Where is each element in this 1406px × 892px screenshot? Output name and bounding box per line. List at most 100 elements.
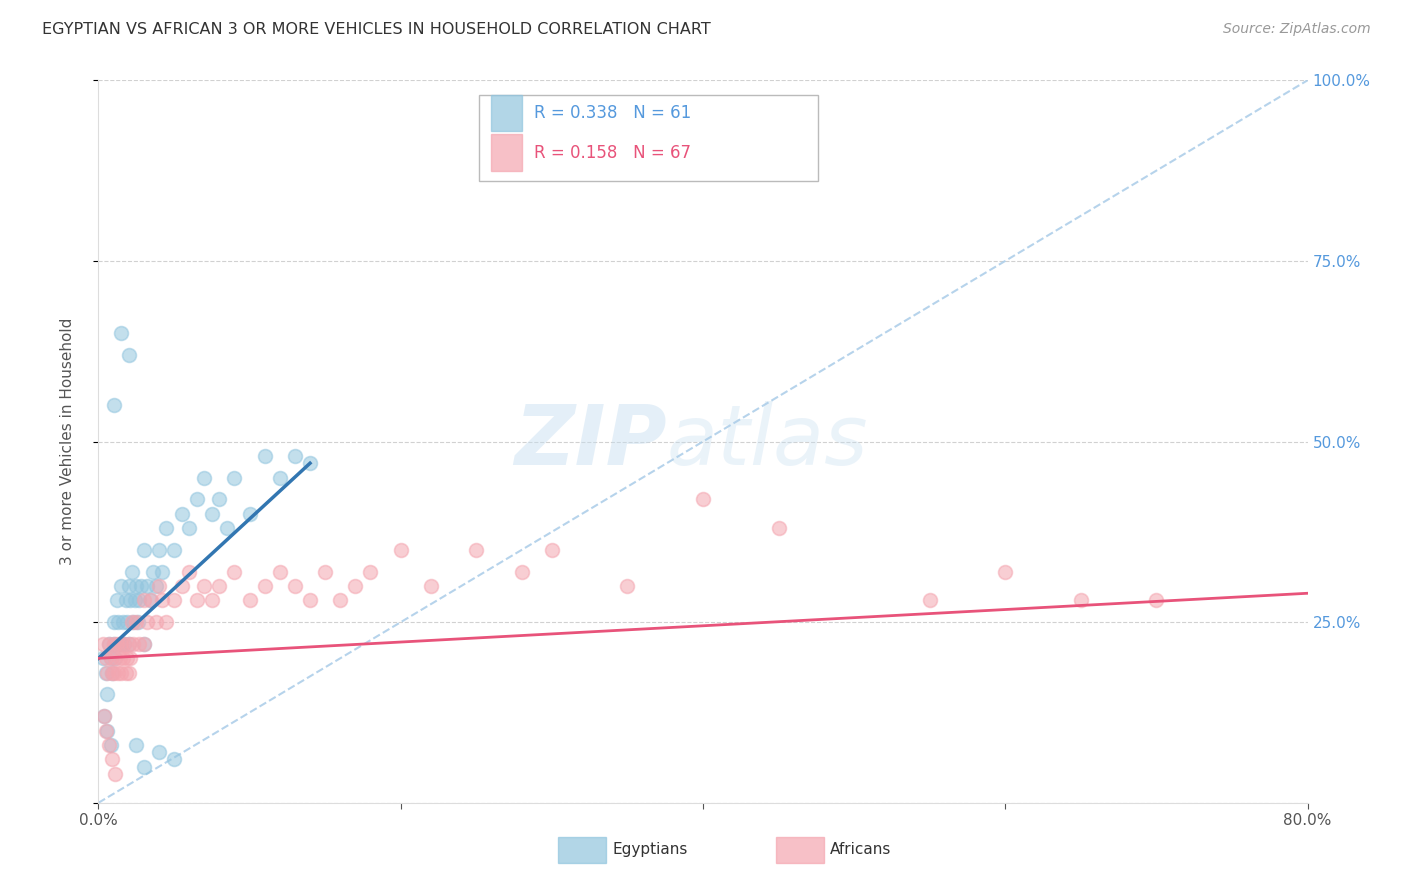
Point: [110, 637, 132, 651]
Point: [100, 651, 122, 665]
Point: [129, 579, 152, 593]
Point: [616, 579, 638, 593]
Point: [108, 651, 131, 665]
Point: [132, 760, 155, 774]
Point: [179, 565, 201, 579]
Point: [96, 687, 118, 701]
Point: [299, 593, 322, 607]
Point: [918, 593, 941, 607]
Point: [329, 593, 352, 607]
FancyBboxPatch shape: [492, 95, 522, 131]
Point: [118, 348, 141, 362]
Point: [163, 542, 186, 557]
Point: [224, 565, 246, 579]
Point: [994, 565, 1017, 579]
Text: Africans: Africans: [830, 842, 891, 857]
Point: [239, 593, 262, 607]
FancyBboxPatch shape: [776, 837, 824, 863]
Point: [269, 471, 291, 485]
Point: [96, 665, 118, 680]
Point: [148, 745, 170, 759]
Point: [122, 615, 145, 630]
Point: [239, 507, 262, 521]
Point: [253, 579, 276, 593]
Text: Egyptians: Egyptians: [613, 842, 688, 857]
Point: [215, 521, 238, 535]
Point: [692, 492, 714, 507]
Point: [93, 709, 115, 723]
Point: [208, 492, 231, 507]
Point: [105, 637, 128, 651]
Point: [118, 579, 141, 593]
Point: [360, 565, 382, 579]
Point: [107, 615, 129, 630]
Point: [103, 615, 125, 630]
Point: [112, 637, 135, 651]
Point: [115, 615, 138, 630]
Point: [101, 752, 124, 766]
Point: [111, 651, 134, 665]
Point: [768, 521, 790, 535]
Point: [193, 579, 215, 593]
Point: [98, 637, 121, 651]
Point: [94, 651, 117, 665]
Point: [1070, 593, 1092, 607]
Point: [253, 449, 276, 463]
Point: [110, 579, 132, 593]
Point: [103, 398, 125, 412]
Text: R = 0.338   N = 61: R = 0.338 N = 61: [534, 103, 690, 122]
Point: [540, 542, 562, 557]
Point: [128, 593, 150, 607]
Point: [112, 637, 135, 651]
Text: EGYPTIAN VS AFRICAN 3 OR MORE VEHICLES IN HOUSEHOLD CORRELATION CHART: EGYPTIAN VS AFRICAN 3 OR MORE VEHICLES I…: [42, 22, 711, 37]
Point: [121, 615, 143, 630]
Point: [163, 752, 186, 766]
Point: [284, 449, 307, 463]
Point: [125, 579, 148, 593]
Point: [155, 521, 177, 535]
Point: [98, 738, 121, 752]
Point: [510, 565, 533, 579]
Text: R = 0.158   N = 67: R = 0.158 N = 67: [534, 144, 690, 161]
Point: [224, 471, 246, 485]
FancyBboxPatch shape: [479, 95, 818, 181]
Point: [124, 593, 146, 607]
Point: [170, 507, 193, 521]
Point: [118, 637, 141, 651]
Point: [132, 542, 155, 557]
Point: [284, 579, 307, 593]
Point: [150, 565, 173, 579]
Point: [114, 593, 136, 607]
Text: Source: ZipAtlas.com: Source: ZipAtlas.com: [1223, 22, 1371, 37]
Point: [101, 665, 124, 680]
Point: [91, 651, 114, 665]
Point: [142, 565, 165, 579]
FancyBboxPatch shape: [558, 837, 606, 863]
Point: [108, 637, 131, 651]
Point: [115, 651, 138, 665]
Point: [118, 637, 141, 651]
Point: [132, 637, 155, 651]
Point: [186, 593, 208, 607]
Point: [344, 579, 367, 593]
Text: atlas: atlas: [666, 401, 869, 482]
Point: [103, 637, 125, 651]
Point: [100, 738, 122, 752]
Point: [389, 542, 412, 557]
Point: [104, 651, 127, 665]
Point: [314, 565, 336, 579]
Point: [110, 326, 132, 341]
Point: [94, 665, 117, 680]
Point: [96, 723, 118, 738]
Point: [103, 637, 125, 651]
Point: [155, 615, 177, 630]
Point: [91, 637, 114, 651]
Point: [132, 637, 155, 651]
Point: [110, 665, 132, 680]
Point: [125, 615, 148, 630]
Point: [127, 615, 149, 630]
Point: [114, 665, 136, 680]
Point: [111, 615, 134, 630]
Point: [121, 565, 143, 579]
Point: [120, 651, 142, 665]
